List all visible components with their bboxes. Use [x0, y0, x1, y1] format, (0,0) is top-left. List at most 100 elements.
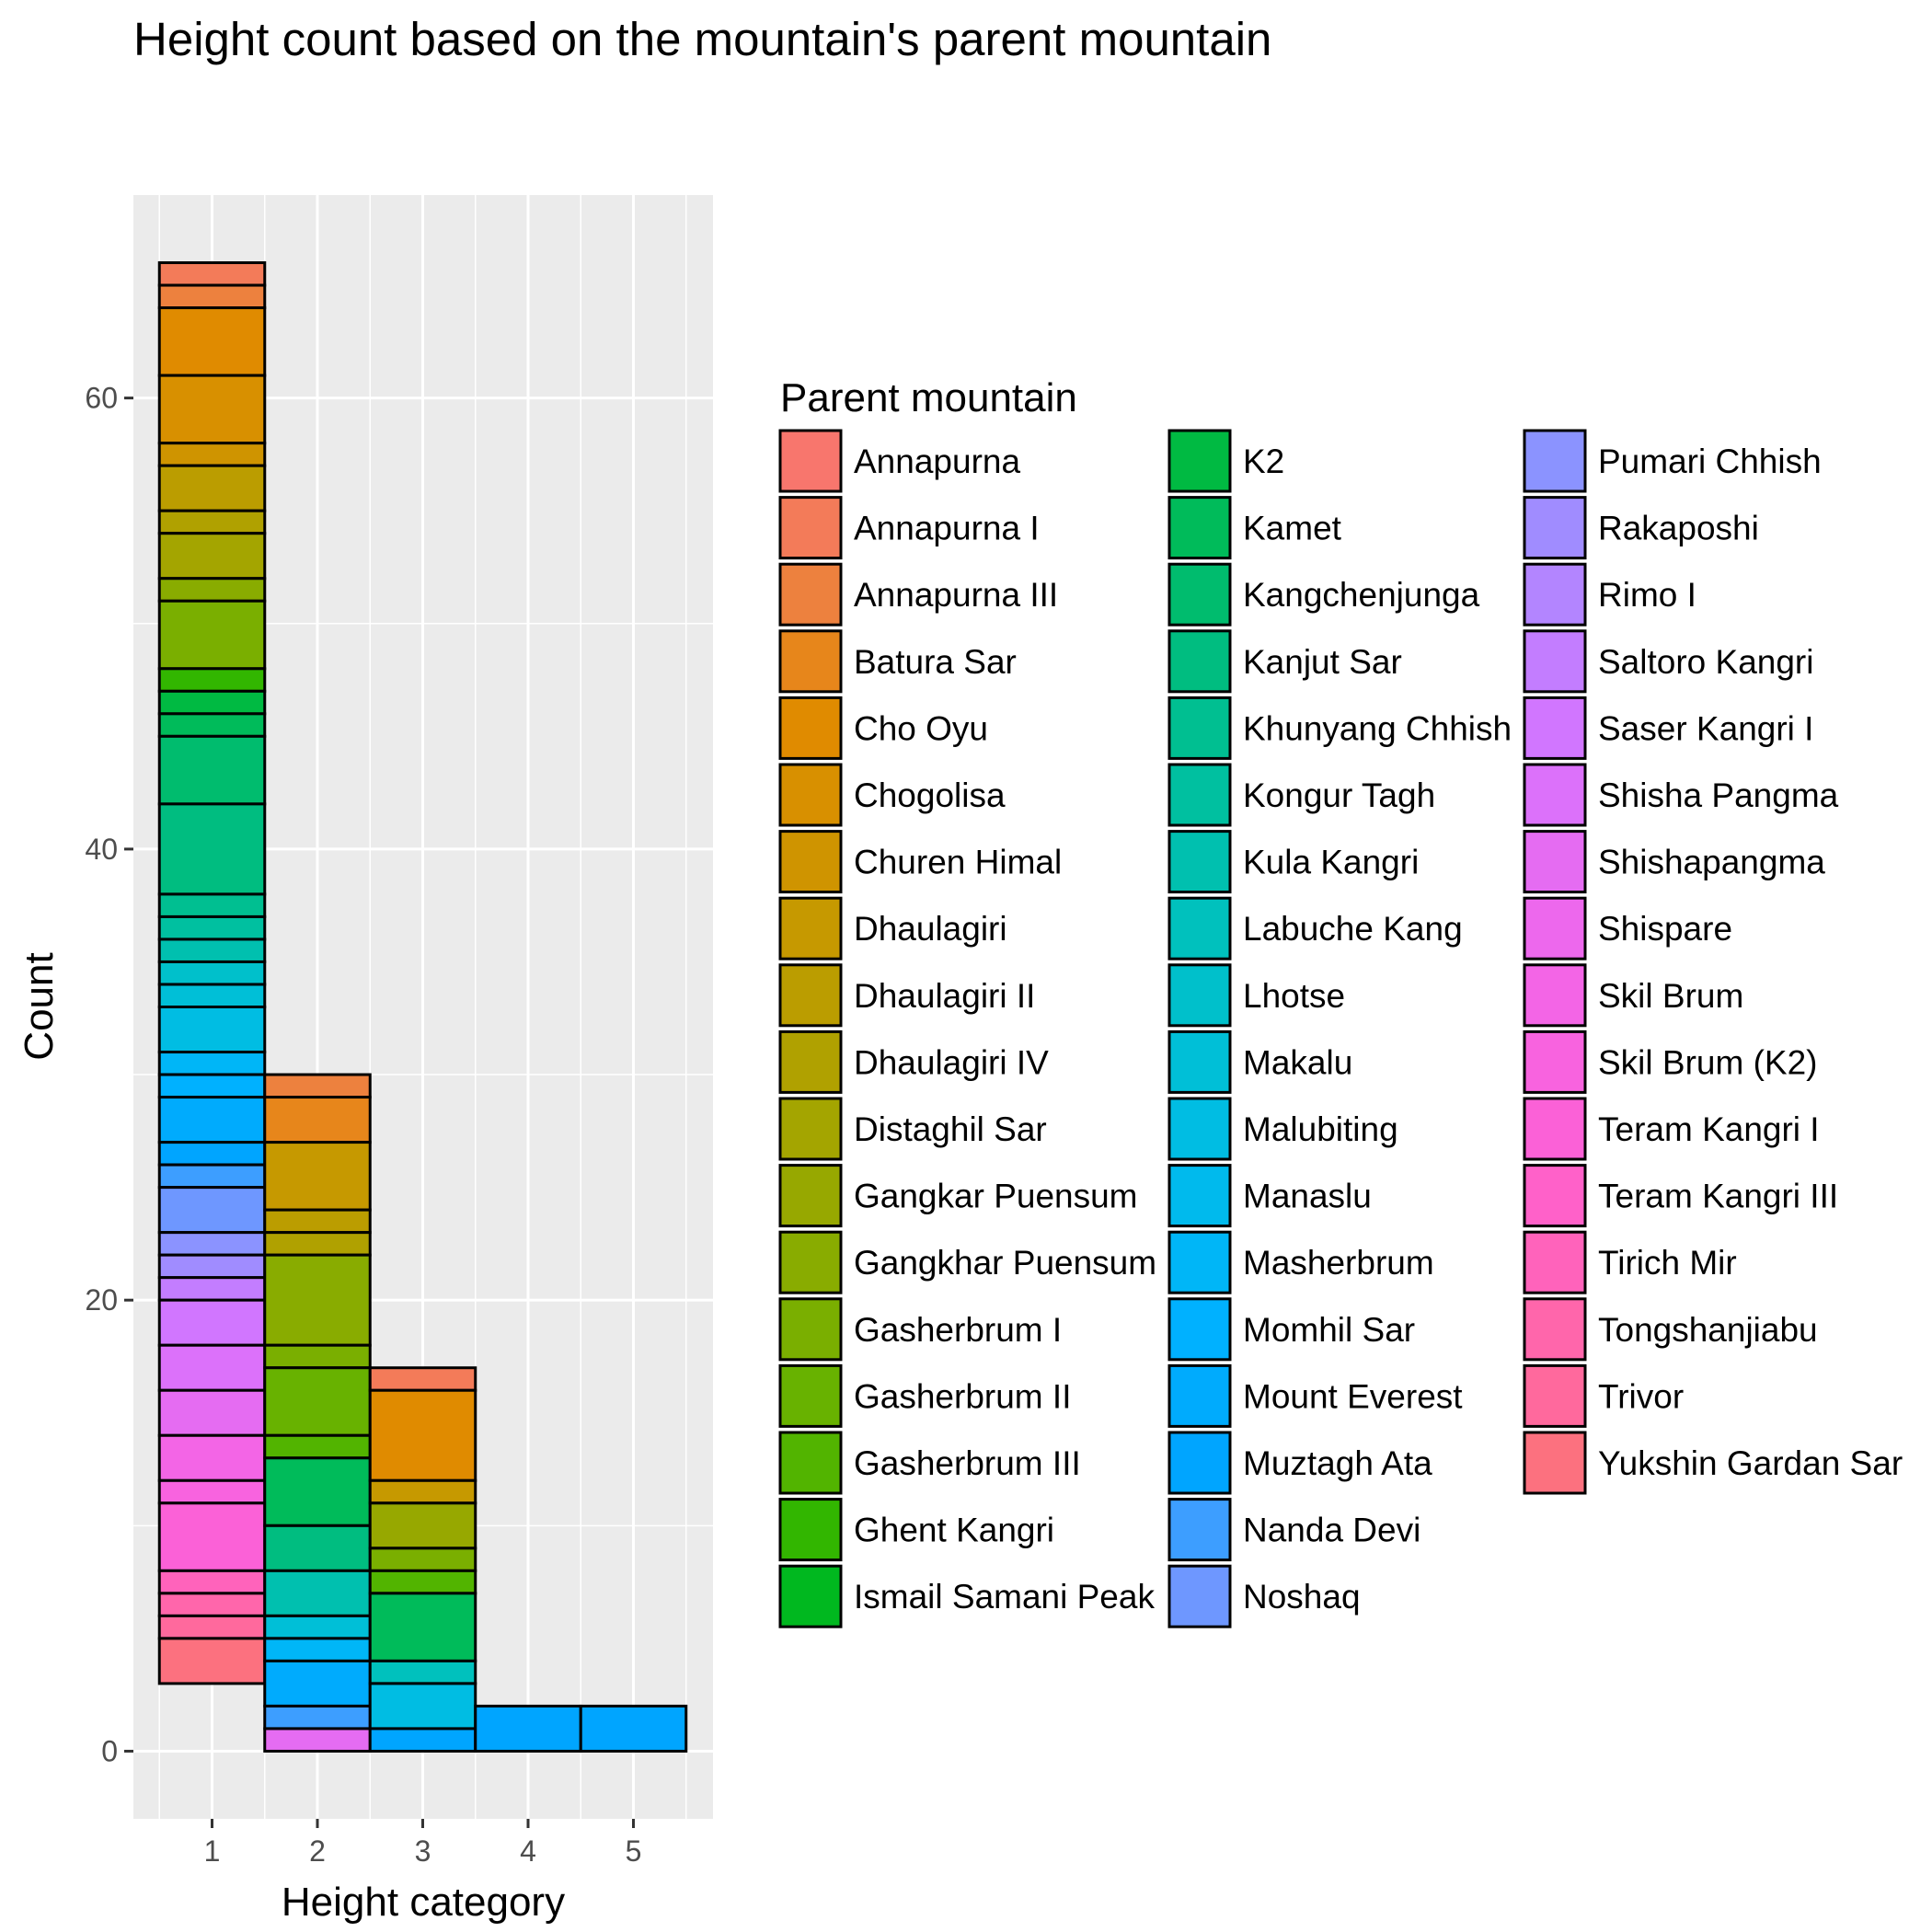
legend-swatch	[778, 763, 843, 827]
bar-segment	[157, 283, 267, 310]
y-axis-title: Count	[17, 952, 62, 1060]
legend-label: Annapurna III	[854, 576, 1058, 614]
legend-label: Dhaulagiri II	[854, 977, 1035, 1015]
legend-swatch	[778, 562, 843, 627]
bar-segment	[157, 1592, 267, 1617]
legend-label: Muztagh Ata	[1243, 1444, 1432, 1482]
legend-label: Cho Oyu	[854, 709, 988, 747]
legend-swatch	[1167, 963, 1232, 1028]
legend-swatch	[1167, 1363, 1232, 1428]
legend-label: K2	[1243, 443, 1284, 480]
legend-swatch	[1167, 429, 1232, 493]
legend-swatch	[1167, 1431, 1232, 1495]
bar-segment	[157, 1343, 267, 1392]
legend-label: Tirich Mir	[1598, 1244, 1737, 1282]
legend-label: Nanda Devi	[1243, 1512, 1420, 1549]
legend-swatch	[778, 1097, 843, 1161]
bar-segment	[263, 1433, 372, 1460]
bar-segment	[157, 1388, 267, 1437]
legend-label: Malubiting	[1243, 1110, 1398, 1148]
legend-label: Saltoro Kangri	[1598, 643, 1813, 681]
legend-label: Churen Himal	[854, 844, 1062, 881]
legend-swatch	[778, 496, 843, 560]
legend-swatch	[778, 1564, 843, 1628]
legend-swatch	[1523, 763, 1587, 827]
legend-label: Pumari Chhish	[1598, 443, 1822, 480]
legend-swatch	[778, 1230, 843, 1294]
legend-label: Rimo I	[1598, 576, 1696, 614]
legend-label: Ismail Samani Peak	[854, 1578, 1155, 1616]
bar-segment	[157, 937, 267, 963]
bar-segment	[157, 1073, 267, 1099]
legend-swatch	[1523, 896, 1587, 960]
bar-segment	[157, 1637, 267, 1685]
bar-segment	[157, 442, 267, 467]
legend-swatch	[778, 1431, 843, 1495]
bar-segment	[157, 983, 267, 1008]
legend-label: Gasherbrum III	[854, 1444, 1081, 1482]
bar-segment	[263, 1659, 372, 1708]
legend-swatch	[1523, 696, 1587, 760]
legend-label: Mount Everest	[1243, 1377, 1463, 1415]
bar-segment	[157, 1096, 267, 1144]
legend-swatch	[1523, 1164, 1587, 1228]
legend-label: Distaghil Sar	[854, 1110, 1047, 1148]
legend-swatch	[778, 963, 843, 1028]
bar-segment	[157, 734, 267, 806]
legend-label: Teram Kangri I	[1598, 1110, 1820, 1148]
legend-swatch	[1167, 1029, 1232, 1094]
x-axis-title: Height category	[282, 1880, 565, 1925]
legend-label: Trivor	[1598, 1377, 1684, 1415]
legend-swatch	[1167, 1097, 1232, 1161]
legend-swatch	[1167, 1564, 1232, 1628]
bar-segment	[157, 1614, 267, 1640]
bar-segment	[157, 960, 267, 986]
legend-swatch	[778, 1363, 843, 1428]
bar-segment	[368, 1547, 477, 1572]
bar-segment	[368, 1592, 477, 1662]
bar-segment	[263, 1704, 372, 1731]
legend-label: Shisha Pangma	[1598, 776, 1839, 814]
legend-swatch	[1523, 1230, 1587, 1294]
legend-label: Kula Kangri	[1243, 844, 1419, 881]
bar-segment	[157, 577, 267, 603]
legend-title: Parent mountain	[780, 375, 1077, 420]
bar-segment	[368, 1569, 477, 1595]
legend-label: Masherbrum	[1243, 1244, 1434, 1282]
legend-label: Saser Kangri I	[1598, 709, 1813, 747]
bar-segment	[368, 1388, 477, 1482]
legend-swatch	[1167, 830, 1232, 894]
bar-segment	[263, 1727, 372, 1753]
legend-swatch	[778, 1498, 843, 1562]
bar-segment	[263, 1614, 372, 1640]
chart-title: Height count based on the mountain's par…	[133, 13, 1271, 65]
legend-label: Skil Brum	[1598, 977, 1743, 1015]
legend-label: Skil Brum (K2)	[1598, 1043, 1817, 1081]
bar-segment	[157, 1141, 267, 1167]
legend-swatch	[778, 696, 843, 760]
legend-swatch	[1523, 1431, 1587, 1495]
bar-segment	[263, 1231, 372, 1257]
legend-label: Khunyang Chhish	[1243, 709, 1512, 747]
legend-swatch	[1167, 763, 1232, 827]
legend-label: Labuche Kang	[1243, 910, 1463, 948]
x-tick-label: 5	[626, 1834, 642, 1868]
bar-segment	[157, 802, 267, 896]
bar-segment	[368, 1366, 477, 1392]
bar-segment	[157, 599, 267, 671]
bar-segment	[263, 1253, 372, 1347]
legend-label: Yukshin Gardan Sar	[1598, 1444, 1903, 1482]
bar-segment	[263, 1366, 372, 1437]
bar-segment	[157, 914, 267, 941]
legend-swatch	[778, 1297, 843, 1362]
legend-label: Tongshanjiabu	[1598, 1311, 1818, 1349]
bar-segment	[157, 712, 267, 738]
legend-label: Makalu	[1243, 1043, 1352, 1081]
legend-label: Rakaposhi	[1598, 510, 1759, 547]
bar-segment	[368, 1682, 477, 1731]
bar-segment	[474, 1704, 582, 1753]
legend-label: Shispare	[1598, 910, 1732, 948]
legend-swatch	[778, 896, 843, 960]
y-tick-label: 20	[85, 1283, 118, 1317]
